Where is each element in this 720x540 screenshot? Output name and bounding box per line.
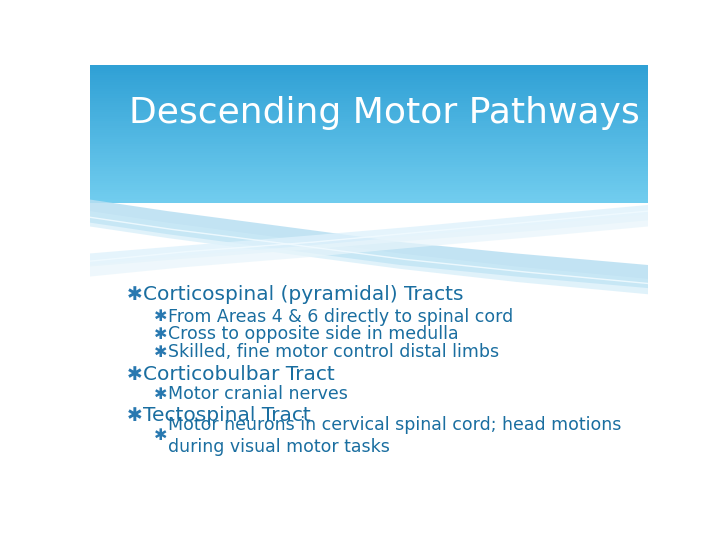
Bar xyxy=(90,119,648,123)
Bar xyxy=(90,110,648,113)
Text: ✱: ✱ xyxy=(153,387,167,402)
Bar xyxy=(90,126,648,130)
Bar xyxy=(90,96,648,100)
Bar xyxy=(90,89,648,93)
Bar xyxy=(90,183,648,187)
Text: ✱: ✱ xyxy=(127,365,143,384)
Bar xyxy=(90,128,648,132)
Bar xyxy=(90,103,648,106)
Bar xyxy=(90,132,648,136)
Bar xyxy=(90,69,648,72)
Bar xyxy=(90,85,648,89)
Bar xyxy=(90,167,648,171)
Bar xyxy=(90,135,648,139)
Bar xyxy=(90,160,648,164)
Text: ✱: ✱ xyxy=(127,285,143,304)
Bar xyxy=(90,187,648,191)
Bar xyxy=(90,112,648,116)
Bar xyxy=(90,162,648,166)
Text: Motor neurons in cervical spinal cord; head motions
during visual motor tasks: Motor neurons in cervical spinal cord; h… xyxy=(168,416,621,456)
Text: Cross to opposite side in medulla: Cross to opposite side in medulla xyxy=(168,325,458,343)
Text: Descending Motor Pathways: Descending Motor Pathways xyxy=(129,96,639,130)
Bar xyxy=(90,121,648,125)
Text: Tectospinal Tract: Tectospinal Tract xyxy=(143,407,310,426)
Bar xyxy=(90,130,648,134)
Bar xyxy=(90,78,648,82)
Bar xyxy=(90,178,648,182)
Text: ✱: ✱ xyxy=(153,327,167,342)
Bar xyxy=(90,169,648,173)
Bar xyxy=(90,80,648,84)
Bar xyxy=(90,197,648,200)
Bar xyxy=(90,156,648,159)
Bar xyxy=(90,94,648,98)
Bar xyxy=(90,91,648,95)
Text: Skilled, fine motor control distal limbs: Skilled, fine motor control distal limbs xyxy=(168,343,499,361)
Bar xyxy=(90,124,648,127)
Bar xyxy=(90,117,648,120)
Bar xyxy=(90,71,648,75)
Text: ✱: ✱ xyxy=(153,309,167,324)
Text: From Areas 4 & 6 directly to spinal cord: From Areas 4 & 6 directly to spinal cord xyxy=(168,308,513,326)
Bar xyxy=(90,139,648,143)
Bar xyxy=(90,146,648,150)
Bar xyxy=(90,144,648,148)
Bar xyxy=(90,158,648,161)
Bar xyxy=(90,98,648,102)
Bar xyxy=(90,87,648,91)
Bar xyxy=(90,194,648,198)
Bar xyxy=(90,66,648,70)
Text: Motor cranial nerves: Motor cranial nerves xyxy=(168,386,347,403)
Bar xyxy=(90,171,648,175)
Text: ✱: ✱ xyxy=(153,428,167,443)
Bar xyxy=(90,199,648,202)
Bar xyxy=(90,176,648,180)
Bar xyxy=(90,153,648,157)
Bar xyxy=(90,190,648,193)
Bar xyxy=(90,192,648,195)
Bar xyxy=(90,114,648,118)
Bar xyxy=(90,73,648,77)
Bar xyxy=(90,64,648,68)
Text: ✱: ✱ xyxy=(127,407,143,426)
Text: Corticospinal (pyramidal) Tracts: Corticospinal (pyramidal) Tracts xyxy=(143,285,463,304)
PathPatch shape xyxy=(90,214,648,276)
Text: Corticobulbar Tract: Corticobulbar Tract xyxy=(143,365,335,384)
Bar xyxy=(90,100,648,104)
Bar xyxy=(90,107,648,111)
Bar xyxy=(90,148,648,152)
PathPatch shape xyxy=(90,211,648,294)
Bar xyxy=(90,105,648,109)
Bar xyxy=(90,174,648,178)
Bar xyxy=(90,76,648,79)
Text: ✱: ✱ xyxy=(153,345,167,360)
PathPatch shape xyxy=(90,205,648,267)
Bar xyxy=(90,185,648,189)
PathPatch shape xyxy=(90,200,648,288)
Bar xyxy=(90,151,648,154)
Bar xyxy=(90,141,648,145)
Bar xyxy=(90,165,648,168)
Bar xyxy=(90,82,648,86)
Bar xyxy=(90,137,648,141)
Bar xyxy=(90,180,648,184)
